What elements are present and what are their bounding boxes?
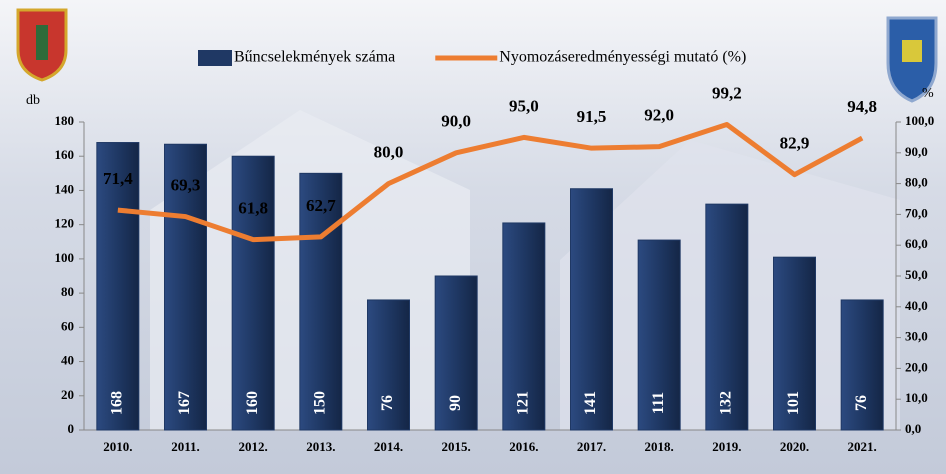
line-value-label: 94,8: [847, 97, 877, 116]
y2-axis-label: %: [922, 86, 934, 101]
line-value-label: 91,5: [577, 107, 607, 126]
y2-tick-label: 90,0: [905, 144, 928, 159]
bar-value-label: 76: [379, 395, 396, 411]
y-tick-label: 60: [61, 318, 74, 333]
x-tick-label: 2012.: [239, 439, 268, 454]
line-value-label: 99,2: [712, 83, 742, 102]
x-tick-label: 2014.: [374, 439, 403, 454]
legend-swatch: [198, 50, 232, 66]
line-value-label: 62,7: [306, 196, 336, 215]
line-value-label: 95,0: [509, 96, 539, 115]
y-tick-label: 100: [55, 250, 75, 265]
bar-value-label: 121: [515, 391, 532, 415]
x-tick-label: 2020.: [780, 439, 809, 454]
line-value-label: 82,9: [780, 134, 810, 153]
y-tick-label: 80: [61, 284, 74, 299]
bar-value-label: 167: [176, 391, 193, 415]
x-tick-label: 2018.: [645, 439, 674, 454]
y2-tick-label: 70,0: [905, 205, 928, 220]
x-tick-label: 2013.: [306, 439, 335, 454]
y2-tick-label: 0,0: [905, 421, 921, 436]
line-value-label: 71,4: [103, 169, 133, 188]
y2-tick-label: 20,0: [905, 359, 928, 374]
x-tick-label: 2021.: [848, 439, 877, 454]
y-tick-label: 120: [55, 216, 75, 231]
line-value-label: 80,0: [374, 143, 404, 162]
bar: [232, 156, 274, 430]
y2-tick-label: 60,0: [905, 236, 928, 251]
x-tick-label: 2017.: [577, 439, 606, 454]
bar-value-label: 160: [244, 391, 261, 415]
y2-tick-label: 80,0: [905, 175, 928, 190]
y-tick-label: 180: [55, 113, 75, 128]
y2-tick-label: 30,0: [905, 329, 928, 344]
line-value-label: 92,0: [644, 106, 674, 125]
y-tick-label: 40: [61, 353, 74, 368]
bar-value-label: 76: [853, 395, 870, 411]
legend-label: Bűncselekmények száma: [234, 49, 395, 66]
x-tick-label: 2016.: [509, 439, 538, 454]
bar-value-label: 132: [718, 391, 735, 415]
y-tick-label: 0: [68, 421, 75, 436]
x-tick-label: 2019.: [712, 439, 741, 454]
y-axis-label: db: [26, 93, 40, 108]
line-value-label: 90,0: [441, 112, 471, 131]
x-tick-label: 2015.: [442, 439, 471, 454]
x-tick-label: 2011.: [171, 439, 200, 454]
bar-value-label: 101: [785, 391, 802, 415]
bar-value-label: 141: [582, 391, 599, 415]
x-tick-label: 2010.: [103, 439, 132, 454]
line-value-label: 61,8: [238, 199, 268, 218]
y-tick-label: 20: [61, 387, 74, 402]
y2-tick-label: 10,0: [905, 390, 928, 405]
y2-tick-label: 40,0: [905, 298, 928, 313]
y-tick-label: 160: [55, 147, 75, 162]
chart: Bűncselekmények száma Nyomozáseredményess…: [0, 0, 946, 474]
bar-value-label: 111: [650, 392, 667, 414]
bar-value-label: 168: [109, 391, 126, 415]
y2-tick-label: 50,0: [905, 267, 928, 282]
y2-tick-label: 100,0: [905, 113, 934, 128]
bar-value-label: 90: [447, 395, 464, 411]
y-tick-label: 140: [55, 181, 75, 196]
bar-value-label: 150: [312, 391, 329, 415]
line-value-label: 69,3: [171, 175, 201, 194]
logo-left: [18, 10, 66, 80]
legend-label: Nyomozáseredményességi mutató (%): [499, 49, 746, 66]
